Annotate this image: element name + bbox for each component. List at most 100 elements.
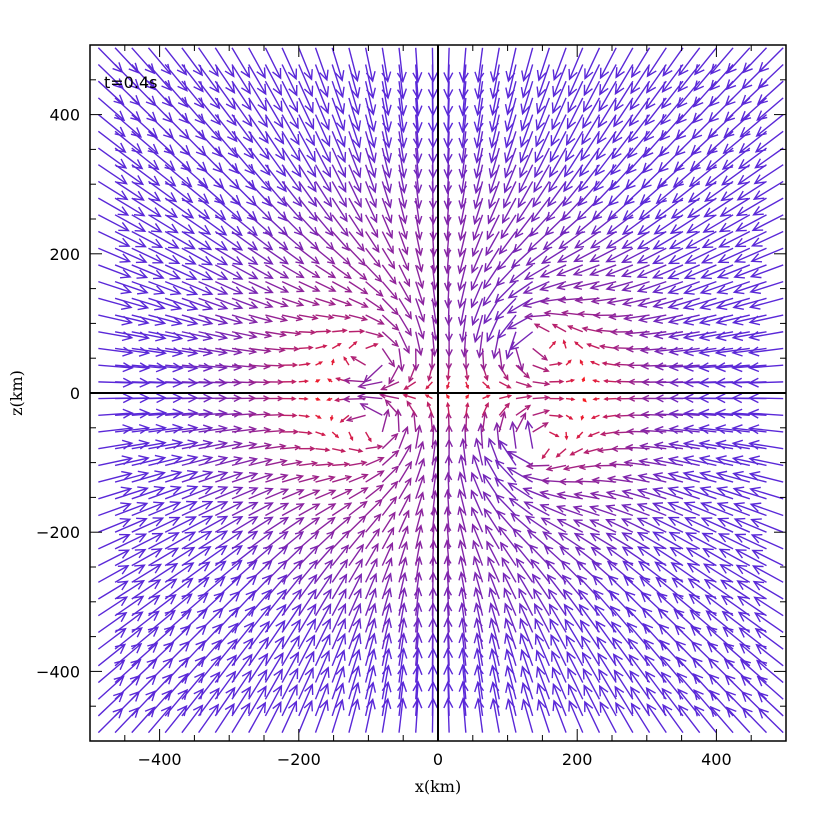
arrow-shaft — [232, 704, 250, 733]
velocity-arrow — [599, 81, 616, 110]
velocity-arrow — [344, 357, 349, 365]
velocity-arrow — [599, 670, 616, 699]
velocity-arrow — [98, 282, 130, 294]
velocity-arrow — [332, 517, 350, 532]
arrow-head — [485, 509, 492, 517]
arrow-head — [630, 671, 639, 681]
velocity-arrow — [585, 48, 600, 79]
velocity-arrow — [282, 669, 297, 699]
arrow-shaft — [316, 115, 330, 146]
velocity-arrow — [571, 449, 583, 455]
velocity-arrow — [563, 341, 566, 349]
arrow-head — [307, 605, 315, 615]
arrow-shaft — [669, 503, 700, 516]
velocity-arrow — [565, 432, 568, 439]
arrow-shaft — [366, 500, 382, 516]
arrow-shaft — [600, 703, 616, 733]
arrow-head — [598, 654, 607, 664]
velocity-arrow — [533, 381, 549, 385]
arrow-shaft — [199, 81, 220, 108]
arrow-head — [550, 605, 558, 615]
arrow-head — [581, 621, 590, 631]
arrow-head — [500, 441, 508, 450]
velocity-arrow — [199, 471, 227, 482]
arrow-shaft — [265, 64, 281, 94]
velocity-arrow — [395, 410, 401, 432]
velocity-arrow — [542, 449, 549, 458]
velocity-arrow — [299, 447, 314, 451]
arrow-shaft — [549, 165, 566, 192]
arrow-shaft — [165, 232, 194, 249]
velocity-arrow — [669, 248, 699, 263]
velocity-arrow — [686, 518, 717, 532]
velocity-arrow — [622, 248, 649, 262]
velocity-arrow — [265, 98, 282, 127]
velocity-arrow — [299, 605, 316, 633]
velocity-arrow — [399, 315, 411, 335]
velocity-arrow — [702, 518, 733, 532]
velocity-arrow — [601, 48, 617, 78]
arrow-shaft — [366, 471, 384, 482]
arrow-shaft — [182, 502, 212, 516]
velocity-arrow — [399, 332, 409, 353]
arrow-head — [116, 175, 126, 184]
arrow-head — [134, 581, 144, 590]
velocity-arrow — [182, 502, 212, 516]
velocity-arrow — [568, 326, 582, 332]
velocity-arrow — [567, 115, 583, 145]
velocity-arrow — [182, 562, 209, 582]
arrow-shaft — [615, 687, 633, 716]
velocity-arrow — [669, 282, 700, 294]
velocity-arrow — [679, 706, 700, 733]
arrow-shaft — [115, 198, 144, 216]
velocity-arrow — [115, 265, 147, 278]
arrow-shaft — [521, 619, 533, 649]
velocity-arrow — [366, 332, 383, 337]
arrow-shaft — [518, 574, 533, 599]
velocity-arrow — [533, 396, 549, 400]
arrow-head — [133, 191, 143, 200]
velocity-arrow — [182, 486, 212, 499]
arrow-shaft — [332, 148, 345, 177]
velocity-arrow — [584, 81, 600, 111]
arrow-shaft — [607, 232, 633, 248]
velocity-arrow — [520, 604, 533, 632]
velocity-arrow — [537, 700, 549, 732]
velocity-arrow — [551, 635, 566, 666]
arrow-shaft — [199, 282, 227, 294]
velocity-arrow — [622, 519, 649, 532]
velocity-arrow — [520, 148, 533, 177]
velocity-arrow — [516, 406, 530, 416]
velocity-arrow — [670, 533, 700, 549]
velocity-arrow — [516, 395, 531, 399]
velocity-arrow — [115, 550, 145, 566]
arrow-shaft — [566, 636, 582, 666]
arrow-head — [615, 84, 624, 94]
arrow-shaft — [382, 451, 398, 466]
arrow-shaft — [232, 48, 249, 77]
arrow-shaft — [685, 503, 716, 516]
velocity-arrow — [687, 215, 716, 233]
arrow-head — [308, 182, 316, 191]
arrow-shaft — [366, 265, 382, 281]
arrow-head — [151, 564, 161, 573]
arrow-shaft — [282, 636, 299, 665]
arrow-head — [217, 241, 227, 250]
velocity-arrow — [282, 620, 300, 649]
velocity-arrow — [282, 131, 300, 160]
velocity-arrow — [516, 413, 525, 432]
velocity-arrow — [535, 324, 549, 331]
arrow-head — [248, 257, 257, 265]
arrow-shaft — [282, 669, 297, 699]
arrow-shaft — [361, 404, 382, 415]
arrow-head — [168, 548, 178, 556]
velocity-arrow — [604, 415, 616, 418]
arrow-shaft — [364, 365, 382, 382]
velocity-arrow — [581, 361, 583, 366]
velocity-arrow — [98, 363, 132, 372]
velocity-arrow — [511, 332, 533, 350]
arrow-shaft — [98, 535, 129, 549]
velocity-arrow — [182, 706, 202, 733]
velocity-arrow — [535, 619, 549, 649]
velocity-arrow — [491, 48, 500, 81]
